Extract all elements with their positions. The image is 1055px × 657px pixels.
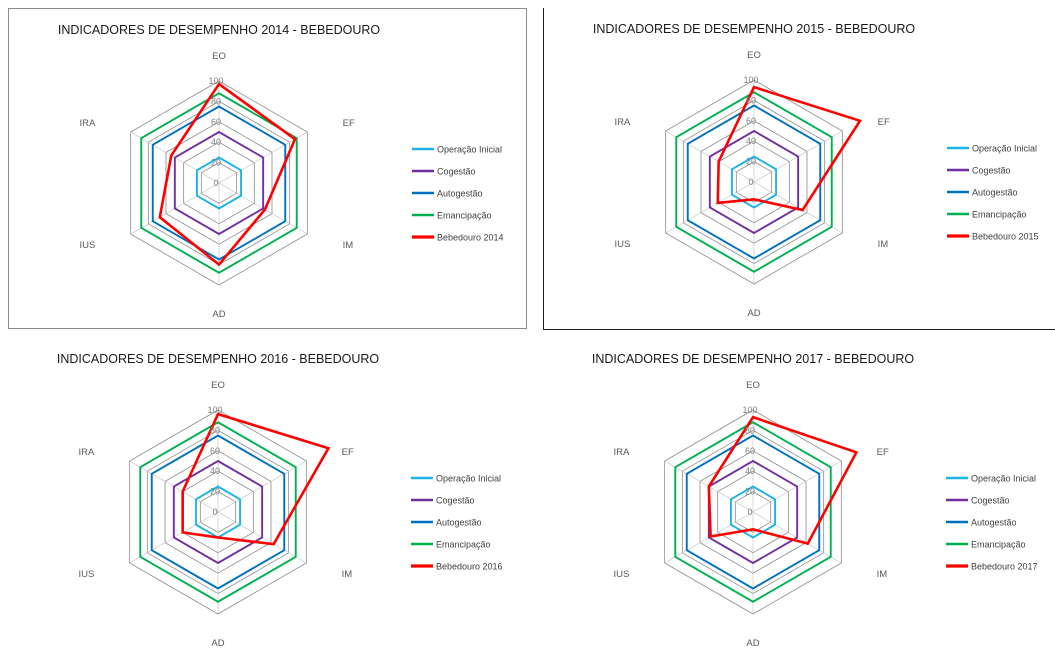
series-operacao-inicial [195,156,243,210]
legend-label-emancipacao: Emancipação [436,540,491,550]
axis-label-ira: IRA [80,118,97,129]
legend-label-cogestao: Cogestão [437,167,476,177]
chart-svg-2014: INDICADORES DE DESEMPENHO 2014 - BEBEDOU… [58,23,504,320]
series-emancipacao [139,421,297,603]
legend-label-emancipacao: Emancipação [971,540,1026,550]
series-bebedouro-2015 [716,85,863,212]
chart-title: INDICADORES DE DESEMPENHO 2016 - BEBEDOU… [57,352,380,366]
axis-label-ad: AD [746,638,759,649]
axis-label-ef: EF [342,447,354,458]
axis-label-im: IM [878,239,889,250]
radial-tick-label: 40 [210,466,220,476]
series-emancipacao [675,91,833,273]
legend-label-operacao-inicial: Operação Inicial [437,145,502,155]
radial-tick-label: 0 [213,178,218,188]
axis-label-ius: IUS [615,239,631,250]
radial-tick-label: 0 [212,507,217,517]
series-cogestao [708,129,800,235]
radar-chart-2017: INDICADORES DE DESEMPENHO 2017 - BEBEDOU… [543,338,1055,657]
radial-tick-label: 80 [745,425,755,435]
radial-tick-label: 20 [745,487,755,497]
radial-tick-label: 100 [208,76,223,86]
axis-label-ef: EF [343,118,355,129]
radar-chart-2015: INDICADORES DE DESEMPENHO 2015 - BEBEDOU… [543,8,1055,330]
chart-svg-2017: INDICADORES DE DESEMPENHO 2017 - BEBEDOU… [592,352,1038,649]
radial-tick-label: 60 [210,446,220,456]
radial-tick-label: 60 [746,116,756,126]
radial-tick-label: 80 [210,425,220,435]
axis-label-ef: EF [877,447,889,458]
legend-label-autogestao: Autogestão [437,189,483,199]
series-cogestao [172,459,264,565]
legend-label-cogestao: Cogestão [971,496,1010,506]
axis-label-ius: IUS [80,240,96,251]
legend-label-operacao-inicial: Operação Inicial [972,144,1037,154]
radar-chart-2016: INDICADORES DE DESEMPENHO 2016 - BEBEDOU… [8,338,527,657]
series-autogestao [150,434,286,590]
axis-label-ira: IRA [615,117,632,128]
radial-tick-label: 20 [210,487,220,497]
radial-tick-label: 80 [746,95,756,105]
radial-tick-label: 20 [211,158,221,168]
radial-tick-label: 40 [745,466,755,476]
radial-tick-label: 100 [742,405,757,415]
legend-label-autogestao: Autogestão [971,518,1017,528]
axis-label-ef: EF [878,117,890,128]
axis-label-ad: AD [212,309,225,320]
legend-label-bebedouro-2014: Bebedouro 2014 [437,233,504,243]
axis-label-ius: IUS [79,569,95,580]
radial-tick-label: 40 [211,137,221,147]
series-emancipacao [674,421,832,603]
axis-label-eo: EO [212,51,226,62]
radial-tick-label: 60 [745,446,755,456]
axis-label-ius: IUS [614,569,630,580]
radial-tick-label: 80 [211,96,221,106]
chart-title: INDICADORES DE DESEMPENHO 2014 - BEBEDOU… [58,23,381,37]
axis-label-eo: EO [747,50,761,61]
axis-label-im: IM [877,569,888,580]
series-bebedouro-2017 [707,415,859,546]
radial-tick-label: 0 [747,507,752,517]
axis-label-ad: AD [211,638,224,649]
radial-tick-label: 100 [207,405,222,415]
radial-tick-label: 100 [743,75,758,85]
series-bebedouro-2014 [158,82,297,267]
series-cogestao [173,130,265,236]
chart-svg-2015: INDICADORES DE DESEMPENHO 2015 - BEBEDOU… [593,22,1039,319]
legend-label-autogestao: Autogestão [436,518,482,528]
radar-chart-2014: INDICADORES DE DESEMPENHO 2014 - BEBEDOU… [8,8,527,329]
legend-label-emancipacao: Emancipação [972,210,1027,220]
axis-label-eo: EO [746,380,760,391]
legend-label-operacao-inicial: Operação Inicial [971,474,1036,484]
legend-label-autogestao: Autogestão [972,188,1018,198]
legend-label-emancipacao: Emancipação [437,211,492,221]
series-autogestao [151,105,287,261]
radial-tick-label: 0 [748,177,753,187]
series-operacao-inicial [730,155,778,209]
chart-title: INDICADORES DE DESEMPENHO 2017 - BEBEDOU… [592,352,915,366]
series-operacao-inicial [729,485,777,539]
series-autogestao [685,434,821,590]
radial-tick-label: 20 [746,157,756,167]
chart-title: INDICADORES DE DESEMPENHO 2015 - BEBEDOU… [593,22,916,36]
axis-label-im: IM [342,569,353,580]
legend-label-cogestao: Cogestão [436,496,475,506]
axis-label-im: IM [343,240,354,251]
radial-tick-label: 60 [211,117,221,127]
legend-label-bebedouro-2017: Bebedouro 2017 [971,562,1038,572]
axis-label-ira: IRA [79,447,96,458]
legend-label-operacao-inicial: Operação Inicial [436,474,501,484]
legend-label-bebedouro-2015: Bebedouro 2015 [972,232,1039,242]
axis-label-ad: AD [747,308,760,319]
axis-label-eo: EO [211,380,225,391]
chart-svg-2016: INDICADORES DE DESEMPENHO 2016 - BEBEDOU… [57,352,503,649]
radial-tick-label: 40 [746,136,756,146]
series-autogestao [686,104,822,260]
legend-label-cogestao: Cogestão [972,166,1011,176]
series-bebedouro-2016 [181,412,331,546]
axis-label-ira: IRA [614,447,631,458]
legend-label-bebedouro-2016: Bebedouro 2016 [436,562,503,572]
series-emancipacao [140,92,298,274]
